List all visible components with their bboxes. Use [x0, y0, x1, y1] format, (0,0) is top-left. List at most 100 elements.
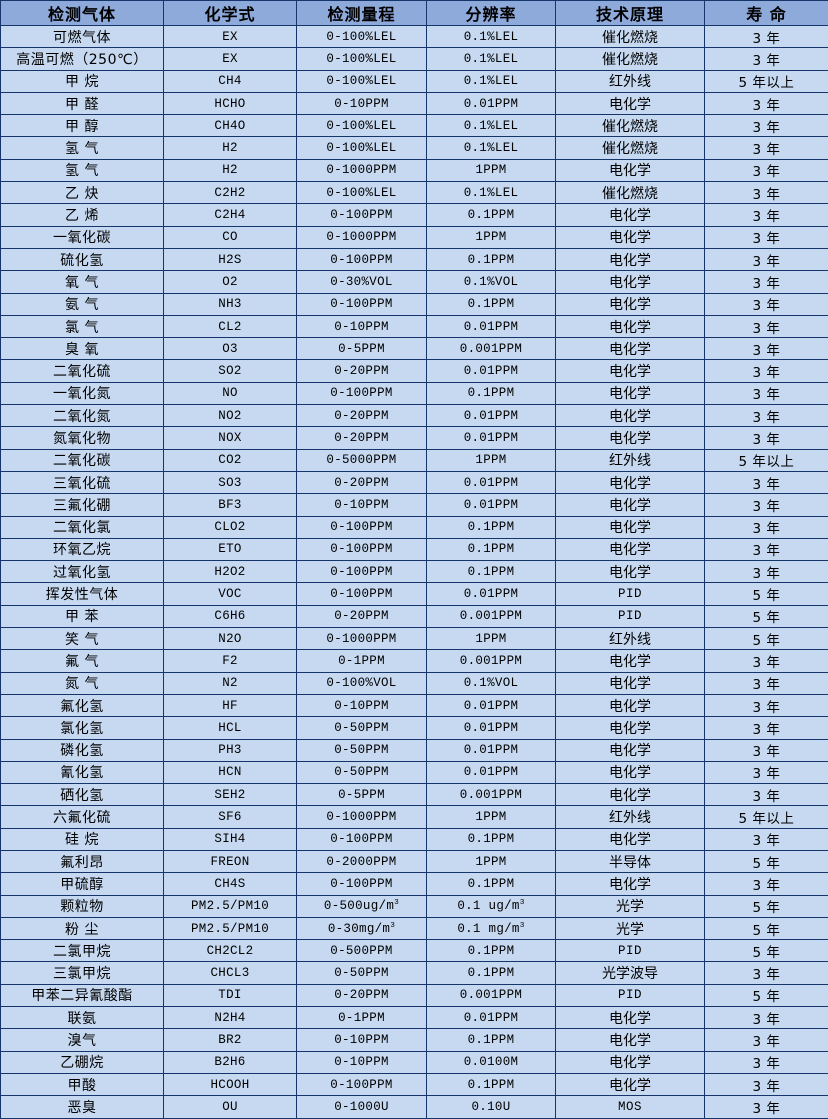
- cell-gas-name: 硒化氢: [1, 784, 164, 806]
- cell-lifespan: 5 年以上: [705, 70, 828, 92]
- cell-formula: CH4O: [164, 115, 297, 137]
- cell-lifespan: 3 年: [705, 873, 828, 895]
- cell-lifespan: 3 年: [705, 204, 828, 226]
- cell-lifespan: 3 年: [705, 115, 828, 137]
- cell-lifespan: 3 年: [705, 962, 828, 984]
- cell-resolution: 0.1PPM: [427, 1029, 556, 1051]
- cell-formula: HCL: [164, 717, 297, 739]
- cell-technology: 电化学: [556, 293, 705, 315]
- cell-gas-name: 甲 醇: [1, 115, 164, 137]
- cell-range: 0-100PPM: [297, 828, 427, 850]
- cell-formula: H2: [164, 159, 297, 181]
- cell-technology: 电化学: [556, 427, 705, 449]
- cell-resolution: 1PPM: [427, 159, 556, 181]
- cell-range: 0-100PPM: [297, 293, 427, 315]
- cell-resolution: 0.1 mg/m3: [427, 917, 556, 939]
- cell-formula: HCOOH: [164, 1073, 297, 1095]
- cell-technology: 电化学: [556, 92, 705, 114]
- cell-gas-name: 甲 烷: [1, 70, 164, 92]
- cell-resolution: 1PPM: [427, 449, 556, 471]
- cell-formula: EX: [164, 26, 297, 48]
- cell-range: 0-100%VOL: [297, 672, 427, 694]
- cell-range: 0-50PPM: [297, 717, 427, 739]
- cell-resolution: 0.01PPM: [427, 717, 556, 739]
- cell-technology: 电化学: [556, 471, 705, 493]
- cell-formula: F2: [164, 650, 297, 672]
- cell-technology: 光学波导: [556, 962, 705, 984]
- cell-lifespan: 5 年以上: [705, 806, 828, 828]
- cell-lifespan: 5 年: [705, 605, 828, 627]
- cell-gas-name: 氢 气: [1, 159, 164, 181]
- cell-gas-name: 二氧化碳: [1, 449, 164, 471]
- cell-range: 0-500PPM: [297, 940, 427, 962]
- cell-resolution: 1PPM: [427, 806, 556, 828]
- cell-technology: 催化燃烧: [556, 26, 705, 48]
- cell-technology: 电化学: [556, 204, 705, 226]
- cell-gas-name: 二氧化氯: [1, 516, 164, 538]
- cell-technology: PID: [556, 605, 705, 627]
- cell-range: 0-1000PPM: [297, 628, 427, 650]
- cell-lifespan: 3 年: [705, 471, 828, 493]
- superscript: 3: [520, 899, 525, 907]
- cell-technology: 电化学: [556, 672, 705, 694]
- cell-lifespan: 3 年: [705, 650, 828, 672]
- cell-technology: 催化燃烧: [556, 182, 705, 204]
- cell-range: 0-2000PPM: [297, 850, 427, 872]
- cell-range: 0-5PPM: [297, 784, 427, 806]
- cell-range: 0-20PPM: [297, 605, 427, 627]
- cell-resolution: 0.001PPM: [427, 650, 556, 672]
- cell-technology: 催化燃烧: [556, 137, 705, 159]
- cell-resolution: 0.01PPM: [427, 494, 556, 516]
- cell-gas-name: 甲 醛: [1, 92, 164, 114]
- cell-technology: 电化学: [556, 873, 705, 895]
- cell-gas-name: 三氧化硫: [1, 471, 164, 493]
- cell-resolution: 0.1PPM: [427, 382, 556, 404]
- cell-lifespan: 3 年: [705, 159, 828, 181]
- cell-range: 0-100PPM: [297, 382, 427, 404]
- cell-range: 0-10PPM: [297, 1051, 427, 1073]
- cell-resolution: 1PPM: [427, 226, 556, 248]
- cell-gas-name: 甲硫醇: [1, 873, 164, 895]
- cell-gas-name: 六氟化硫: [1, 806, 164, 828]
- cell-lifespan: 5 年以上: [705, 449, 828, 471]
- cell-technology: 电化学: [556, 516, 705, 538]
- cell-technology: 光学: [556, 895, 705, 917]
- cell-formula: SIH4: [164, 828, 297, 850]
- cell-technology: 催化燃烧: [556, 115, 705, 137]
- cell-range: 0-20PPM: [297, 360, 427, 382]
- cell-resolution: 0.1%LEL: [427, 48, 556, 70]
- cell-range: 0-50PPM: [297, 761, 427, 783]
- cell-technology: 电化学: [556, 828, 705, 850]
- cell-lifespan: 3 年: [705, 739, 828, 761]
- cell-lifespan: 3 年: [705, 1051, 828, 1073]
- cell-formula: FREON: [164, 850, 297, 872]
- cell-resolution: 0.01PPM: [427, 405, 556, 427]
- cell-lifespan: 3 年: [705, 672, 828, 694]
- cell-formula: CH4S: [164, 873, 297, 895]
- cell-gas-name: 二氯甲烷: [1, 940, 164, 962]
- cell-technology: 红外线: [556, 806, 705, 828]
- cell-formula: CL2: [164, 315, 297, 337]
- cell-lifespan: 3 年: [705, 828, 828, 850]
- cell-resolution: 0.1 ug/m3: [427, 895, 556, 917]
- cell-technology: 电化学: [556, 271, 705, 293]
- cell-formula: CH4: [164, 70, 297, 92]
- cell-formula: EX: [164, 48, 297, 70]
- cell-range: 0-10PPM: [297, 494, 427, 516]
- cell-lifespan: 3 年: [705, 538, 828, 560]
- cell-range: 0-20PPM: [297, 471, 427, 493]
- cell-range: 0-1000PPM: [297, 159, 427, 181]
